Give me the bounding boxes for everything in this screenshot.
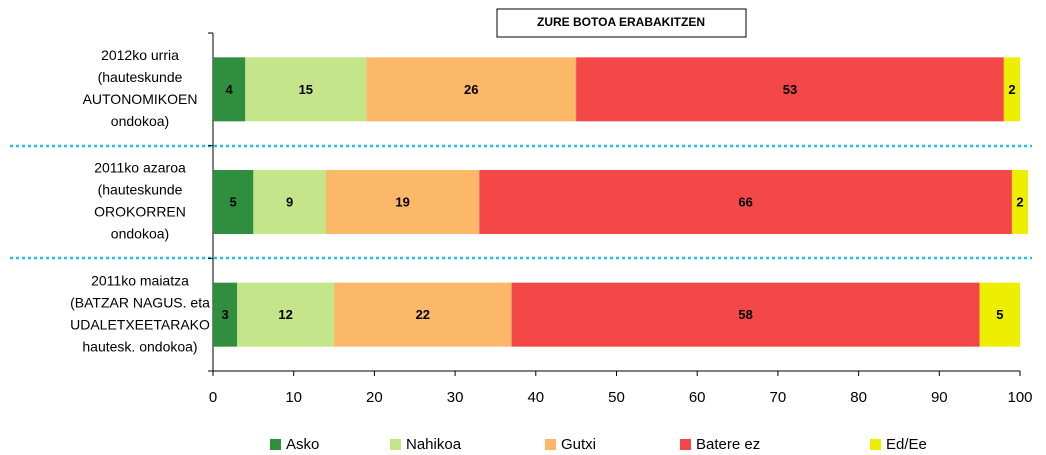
bar-segment (237, 282, 335, 347)
value-label: 2 (1016, 194, 1023, 209)
value-label: 9 (286, 194, 293, 209)
value-label: 19 (395, 194, 409, 209)
legend-label: Batere ez (696, 436, 760, 453)
value-label: 22 (416, 307, 430, 322)
category-label: OROKORREN (94, 204, 186, 220)
value-label: 3 (221, 307, 228, 322)
value-label: 2 (1008, 82, 1015, 97)
value-label: 58 (738, 307, 752, 322)
bar-segment (213, 57, 246, 122)
bar-segment (576, 57, 1004, 122)
legend-swatch (270, 439, 281, 450)
x-tick-label: 10 (285, 389, 302, 406)
bar-segment (253, 170, 326, 234)
category-label: hautesk. ondokoa) (82, 338, 197, 354)
legend-swatch (545, 439, 556, 450)
category-label: ondokoa) (111, 113, 169, 129)
x-tick-label: 50 (608, 389, 625, 406)
value-label: 26 (464, 82, 478, 97)
value-label: 53 (783, 82, 797, 97)
x-tick-label: 90 (931, 389, 948, 406)
x-tick-label: 40 (527, 389, 544, 406)
category-label: ondokoa) (111, 226, 169, 242)
bar-segment (213, 282, 238, 347)
bar-segment (334, 282, 512, 347)
bar-segment (213, 170, 254, 234)
legend-label: Nahikoa (406, 436, 462, 453)
category-label: 2011ko maiatza (91, 272, 189, 288)
value-label: 5 (996, 307, 1003, 322)
legend-label: Asko (286, 436, 319, 453)
chart-title: ZURE BOTOA ERABAKITZEN (537, 15, 705, 29)
category-label: (hauteskunde (98, 69, 183, 85)
bar-segment (511, 282, 980, 347)
bar-segment (1011, 170, 1029, 234)
x-tick-label: 20 (366, 389, 383, 406)
value-label: 4 (226, 82, 234, 97)
legend-swatch (870, 439, 881, 450)
x-tick-label: 100 (1007, 389, 1032, 406)
category-label: 2011ko azaroa (94, 160, 186, 176)
legend-label: Gutxi (561, 436, 596, 453)
bar-segment (979, 282, 1020, 347)
x-tick-label: 80 (850, 389, 867, 406)
category-label: (hauteskunde (98, 182, 183, 198)
x-tick-label: 30 (447, 389, 464, 406)
category-label: UDALETXEETARAKO (70, 316, 210, 332)
bar-segment (325, 170, 480, 234)
legend-swatch (390, 439, 401, 450)
bar-segment (479, 170, 1012, 234)
category-label: AUTONOMIKOEN (83, 91, 198, 107)
bar-segment (245, 57, 367, 122)
bar-segment (366, 57, 577, 122)
value-label: 5 (230, 194, 237, 209)
value-label: 15 (299, 82, 313, 97)
x-tick-label: 70 (770, 389, 787, 406)
bar-segment (1003, 57, 1020, 122)
x-tick-label: 0 (209, 389, 217, 406)
category-label: 2012ko urria (101, 47, 179, 63)
x-tick-label: 60 (689, 389, 706, 406)
value-label: 12 (278, 307, 292, 322)
legend-swatch (680, 439, 691, 450)
legend-label: Ed/Ee (886, 436, 927, 453)
value-label: 66 (738, 194, 752, 209)
category-label: (BATZAR NAGUS. eta (70, 294, 210, 310)
title-box (496, 8, 747, 38)
